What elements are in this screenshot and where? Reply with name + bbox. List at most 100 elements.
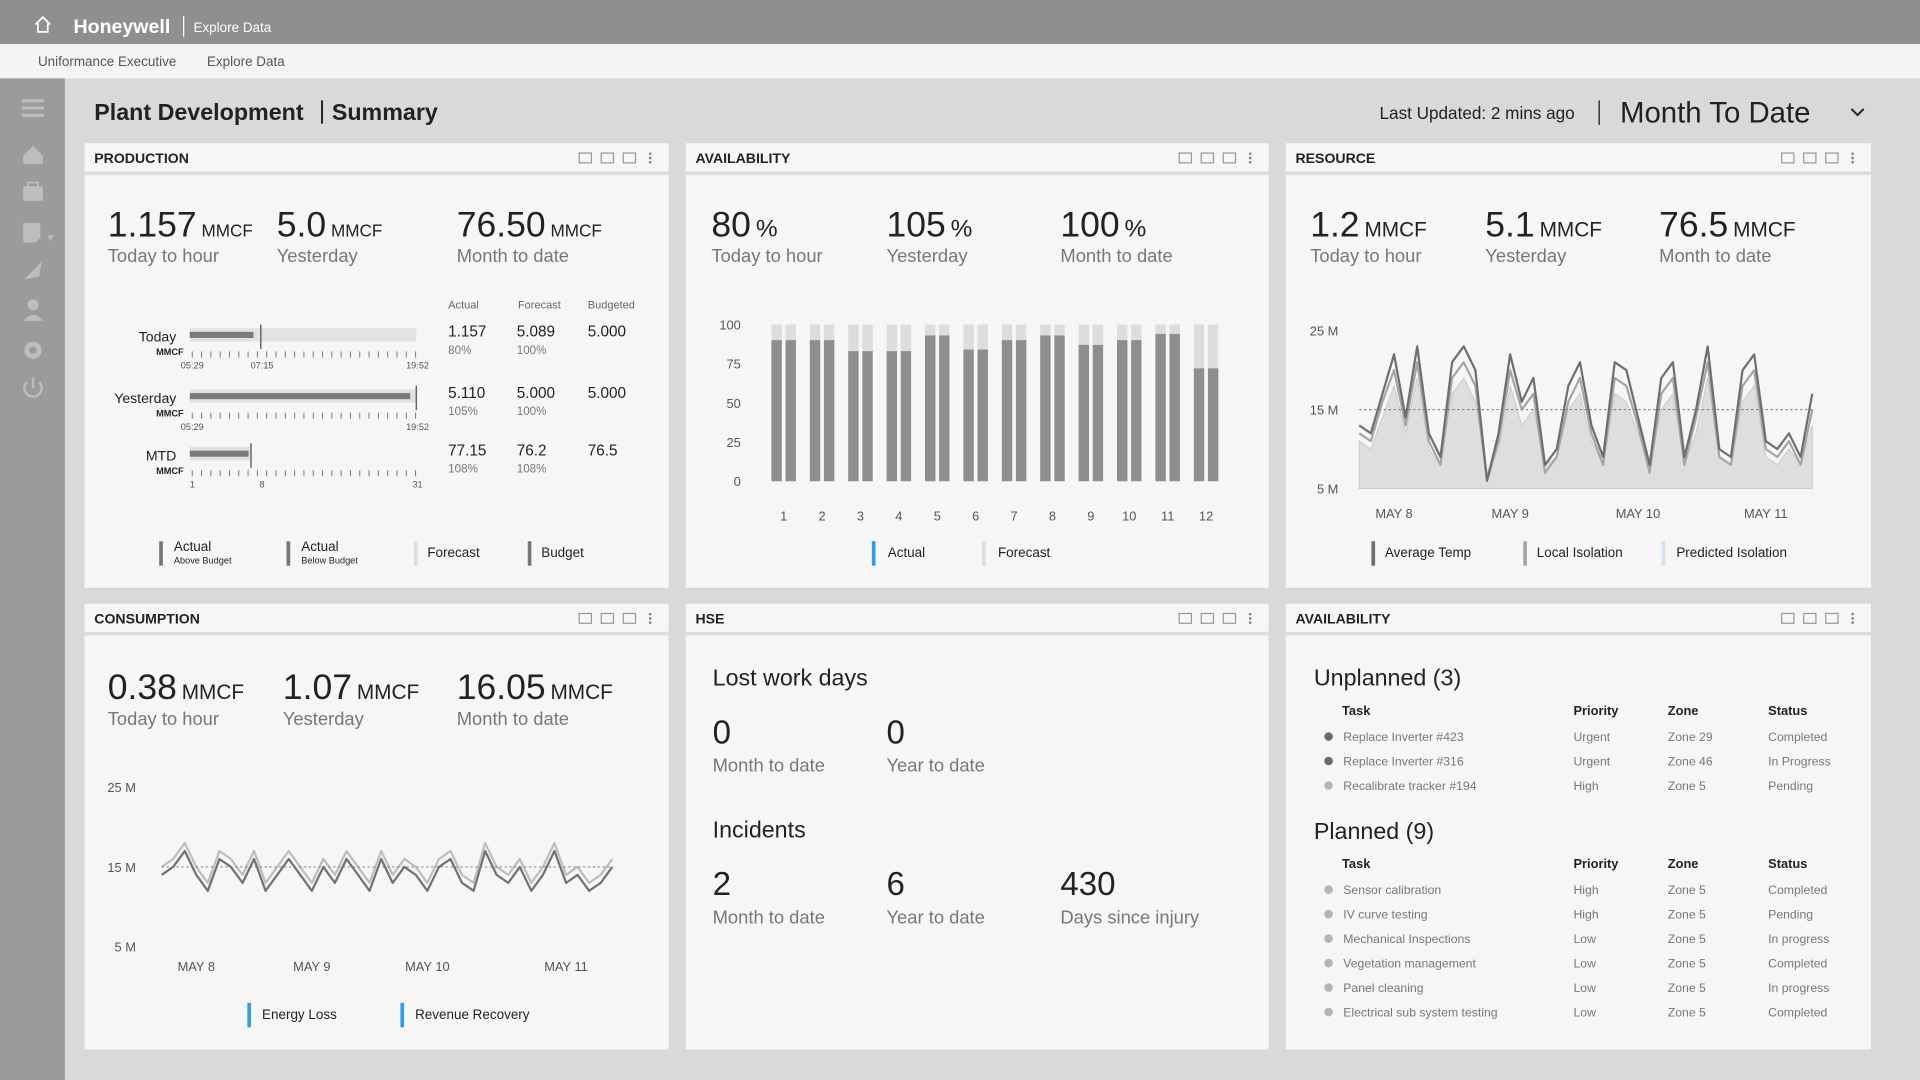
row-label: MTD [146, 447, 177, 463]
metric-value: 430 [1060, 866, 1115, 903]
y-tick-label: 15 M [107, 860, 136, 875]
table-cell: Completed [1768, 1005, 1827, 1019]
bar-gap [897, 319, 901, 484]
period-select[interactable]: Month To Date [1620, 96, 1811, 129]
panel-tool-icon[interactable] [1825, 152, 1839, 164]
table-cell: Zone 5 [1668, 932, 1706, 946]
table-cell: In progress [1768, 932, 1829, 946]
table-cell: Electrical sub system testing [1343, 1005, 1498, 1019]
panel-title: PRODUCTION [94, 150, 189, 166]
y-tick-label: 15 M [1310, 402, 1339, 417]
panel-tool-icon[interactable] [578, 152, 593, 164]
forecast-value: 5.000 [517, 385, 555, 402]
x-tick-label: 5 [934, 508, 941, 523]
panel-tool-icon[interactable] [1200, 612, 1215, 624]
panel-menu-dot[interactable] [1248, 152, 1252, 156]
panel-tool-icon[interactable] [1222, 152, 1237, 164]
legend-swatch [247, 1002, 252, 1028]
panel-tool-icon[interactable] [1803, 612, 1817, 624]
panel-tool-icon[interactable] [622, 152, 637, 164]
table-cell: Urgent [1573, 730, 1610, 744]
panel-tool-icon[interactable] [1200, 152, 1215, 164]
legend-swatch [871, 541, 876, 566]
panel-menu-dot[interactable] [1851, 156, 1854, 160]
table-cell: Completed [1768, 956, 1827, 970]
panel-tool-icon[interactable] [1803, 152, 1817, 164]
dropdown-chevron[interactable] [1850, 108, 1865, 117]
status-dot [1324, 1007, 1333, 1017]
y-tick-label: 25 M [1310, 324, 1339, 339]
bullet-track [189, 328, 417, 342]
scale-label: 19:52 [406, 422, 429, 432]
panel-menu-dot[interactable] [1248, 621, 1252, 624]
table-cell: Pending [1768, 779, 1813, 793]
table-cell: Completed [1768, 883, 1827, 897]
home-icon[interactable] [34, 15, 51, 33]
panel-menu-dot[interactable] [648, 617, 652, 620]
panel-tool-icon[interactable] [578, 612, 593, 624]
table-cell: Low [1573, 932, 1596, 946]
column-header: Status [1768, 856, 1807, 871]
panel-tool-icon[interactable] [1825, 612, 1839, 624]
panel-tool-icon[interactable] [622, 612, 637, 624]
panel-menu-dot[interactable] [1248, 612, 1252, 616]
column-header: Status [1768, 703, 1807, 718]
breadcrumb[interactable]: Uniformance Executive [38, 54, 176, 69]
panel-menu-dot[interactable] [648, 612, 652, 616]
panel-tool-icon[interactable] [600, 152, 615, 164]
panel-menu-dot[interactable] [1248, 617, 1252, 620]
panel-tool-icon[interactable] [1781, 152, 1795, 164]
breadcrumb-bar [0, 44, 1920, 79]
panel-tool-icon[interactable] [1781, 612, 1795, 624]
panel-menu-dot[interactable] [648, 152, 652, 156]
kpi-label: Today to hour [1310, 245, 1421, 266]
x-tick-label: 9 [1087, 508, 1094, 523]
y-tick-label: 0 [734, 474, 741, 489]
x-tick-label: 12 [1199, 508, 1213, 523]
panel-menu-dot[interactable] [1851, 152, 1854, 156]
panel-title: CONSUMPTION [94, 610, 200, 626]
actual-percent: 80% [448, 344, 471, 357]
kpi-value: 5.1 [1485, 204, 1534, 244]
column-header: Actual [448, 300, 479, 312]
panel-menu-dot[interactable] [648, 621, 652, 624]
table-cell: Low [1573, 956, 1596, 970]
panel-tool-icon[interactable] [600, 612, 615, 624]
panel-tool-icon[interactable] [1178, 612, 1193, 624]
panel-tool-icon[interactable] [1178, 152, 1193, 164]
line [1358, 361, 1814, 482]
metric-label: Month to date [713, 754, 825, 775]
kpi-label: Today to hour [108, 708, 219, 729]
table-cell: Zone 5 [1668, 981, 1706, 995]
panel-menu-dot[interactable] [1851, 617, 1854, 620]
kpi-label: Today to hour [711, 245, 822, 266]
panel-tool-icon[interactable] [1222, 612, 1237, 624]
x-tick-label: MAY 10 [1616, 506, 1661, 521]
panel-menu-dot[interactable] [1248, 156, 1252, 160]
y-tick-label: 75 [727, 357, 741, 372]
row-label: Yesterday [114, 390, 177, 406]
line [1358, 345, 1814, 482]
table-cell: Replace Inverter #316 [1343, 754, 1464, 768]
metric-label: Month to date [713, 906, 825, 927]
scale-label: 05:29 [181, 361, 204, 371]
panel-header-divider [685, 171, 1269, 176]
page-subtitle: Summary [332, 99, 438, 125]
table-cell: High [1573, 779, 1598, 793]
kpi-value: 76.50 [457, 204, 546, 244]
panel-menu-dot[interactable] [1248, 160, 1252, 164]
row-unit: MMCF [156, 408, 184, 418]
panel-menu-dot[interactable] [648, 156, 652, 160]
legend-swatch [413, 541, 418, 566]
y-tick-label: 25 M [107, 780, 136, 795]
panel-menu-dot[interactable] [1851, 160, 1854, 164]
kpi-unit: MMCF [182, 681, 244, 704]
breadcrumb[interactable]: Explore Data [207, 54, 285, 69]
bullet-fill [189, 393, 411, 400]
status-dot [1324, 781, 1333, 790]
panel-menu-dot[interactable] [1851, 621, 1854, 624]
panel-menu-dot[interactable] [648, 160, 652, 164]
panel-menu-dot[interactable] [1851, 612, 1854, 616]
kpi-label: Yesterday [277, 245, 359, 266]
